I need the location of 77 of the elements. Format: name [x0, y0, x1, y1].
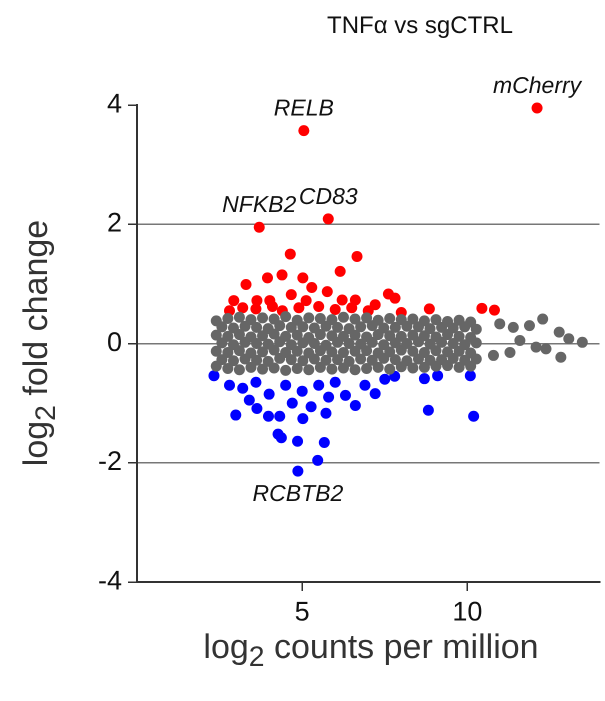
y-tick-label: 2 — [106, 208, 122, 238]
point — [359, 380, 370, 391]
point — [250, 376, 262, 388]
point — [230, 410, 242, 421]
x-tick-label: 5 — [294, 596, 310, 627]
point — [306, 282, 318, 293]
point — [292, 436, 304, 447]
point — [350, 400, 361, 412]
point — [286, 398, 298, 409]
y-tick-label: -4 — [98, 565, 122, 596]
point — [244, 394, 255, 406]
point — [322, 213, 334, 224]
point — [228, 295, 240, 306]
annotation: RELB — [274, 94, 334, 121]
point — [322, 286, 333, 298]
point — [286, 289, 297, 300]
point — [340, 390, 351, 401]
point — [306, 401, 317, 412]
point — [532, 102, 543, 114]
point — [254, 222, 265, 233]
point — [330, 304, 341, 316]
point — [336, 294, 348, 306]
point — [346, 302, 358, 314]
point — [300, 295, 312, 306]
y-tick-label: 4 — [106, 88, 122, 118]
point — [266, 301, 278, 312]
point — [334, 266, 346, 277]
point — [262, 410, 274, 422]
annotation: CD83 — [298, 182, 358, 209]
annotation: NFKB2 — [222, 191, 297, 218]
point — [274, 410, 286, 422]
point — [237, 382, 248, 394]
point — [297, 413, 308, 424]
x-tick-label: 10 — [452, 596, 482, 627]
point — [237, 302, 248, 314]
point — [297, 272, 308, 284]
x-axis-title: log$_{2}$ counts per million — [202, 628, 540, 674]
point — [320, 408, 332, 419]
point — [313, 380, 324, 391]
point — [276, 269, 288, 280]
point — [262, 272, 273, 284]
point — [251, 402, 262, 414]
annotation: mCherry — [492, 72, 583, 98]
point — [488, 304, 500, 316]
point — [323, 392, 334, 403]
point — [313, 301, 324, 312]
point — [224, 380, 235, 391]
y-tick-label: -2 — [98, 446, 122, 476]
point — [390, 292, 401, 304]
point — [292, 466, 304, 477]
point — [280, 380, 292, 391]
point — [296, 386, 308, 397]
point — [240, 278, 252, 290]
point — [432, 370, 444, 382]
chart-title: TNFα vs sgCTRL — [326, 12, 514, 40]
point — [272, 428, 284, 440]
point — [476, 302, 488, 314]
y-tick-label: 0 — [106, 326, 122, 357]
point — [418, 373, 430, 384]
point — [379, 374, 390, 385]
point — [264, 388, 275, 400]
point — [468, 410, 480, 422]
point — [422, 404, 434, 416]
point — [370, 388, 381, 400]
point — [298, 125, 310, 136]
point — [464, 370, 476, 382]
point — [424, 303, 435, 314]
point — [352, 250, 363, 262]
point — [293, 302, 304, 314]
point — [330, 376, 341, 388]
point — [370, 299, 381, 310]
point — [318, 436, 330, 448]
point — [250, 303, 262, 314]
annotation: RCBTB2 — [252, 480, 344, 506]
point — [312, 454, 324, 466]
point — [208, 370, 220, 382]
point — [284, 248, 296, 260]
